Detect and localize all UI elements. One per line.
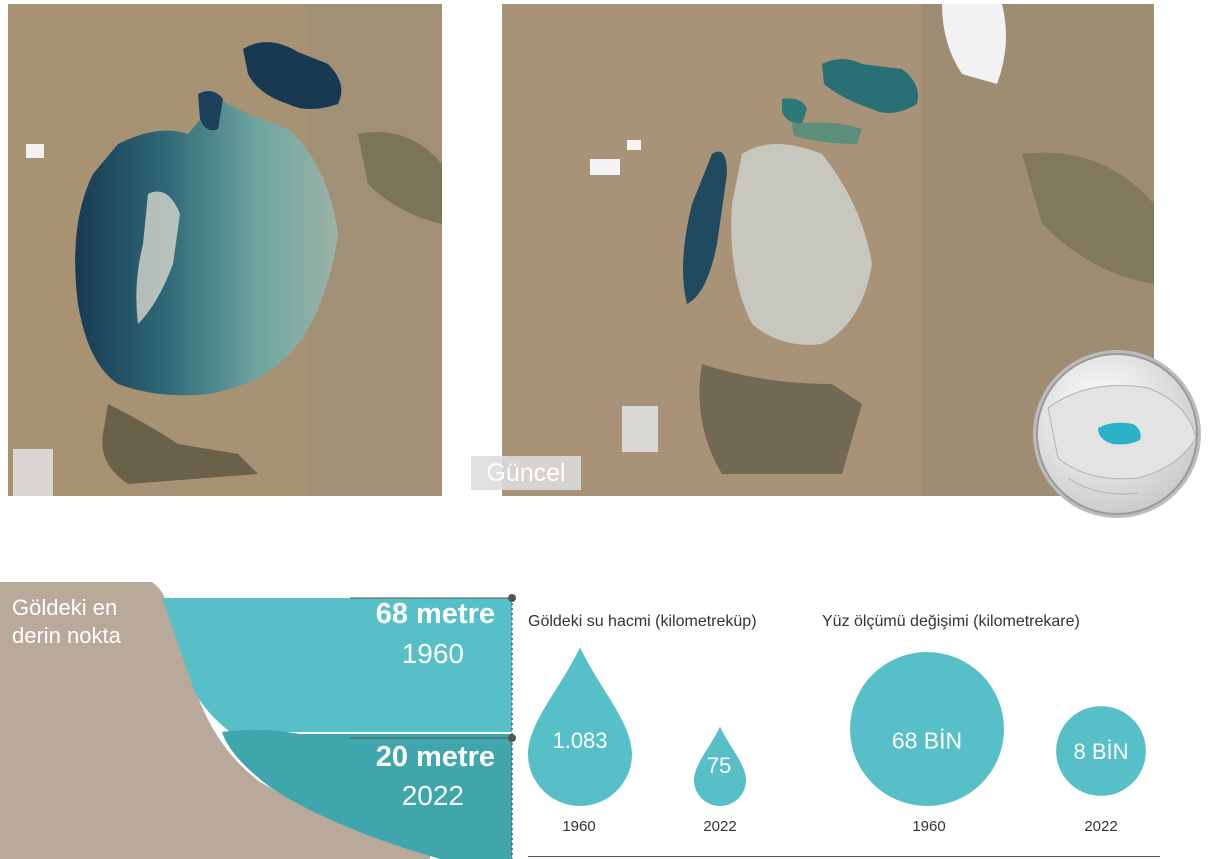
area-1960-year: 1960 xyxy=(912,818,946,835)
depth-year-1960: 1960 xyxy=(401,638,464,669)
volume-chart-title: Göldeki su hacmi (kilometreküp) xyxy=(528,613,757,630)
volume-1960-value: 1.083 xyxy=(552,728,608,753)
area-circle-1960 xyxy=(850,652,1004,806)
globe-locator-map xyxy=(1033,350,1201,518)
area-circle-2022 xyxy=(1056,706,1146,796)
lake-bed xyxy=(0,582,430,859)
area-1960-value: 68 BİN xyxy=(891,727,963,754)
volume-2022-value: 75 xyxy=(706,753,732,778)
water-level-2022 xyxy=(222,729,512,859)
depth-heading-line1: Göldeki en xyxy=(12,595,118,620)
volume-drop-1960 xyxy=(528,647,632,806)
depth-cross-section xyxy=(0,582,516,859)
volume-2022-year: 2022 xyxy=(703,818,737,835)
area-2022-year: 2022 xyxy=(1084,818,1118,835)
volume-1960-year: 1960 xyxy=(562,818,596,835)
depth-value-2022: 20 metre xyxy=(375,741,495,773)
chart-baseline xyxy=(528,856,1160,857)
volume-drop-2022 xyxy=(694,726,746,806)
depth-value-1960: 68 metre xyxy=(375,598,495,630)
depth-year-2022: 2022 xyxy=(401,780,464,811)
highlighted-country xyxy=(1098,422,1141,445)
area-2022-value: 8 BİN xyxy=(1073,739,1129,764)
water-level-1960 xyxy=(162,598,512,732)
depth-heading: Göldeki en derin nokta xyxy=(12,594,162,650)
current-photo-label: Güncel xyxy=(471,456,581,490)
satellite-photo-1960 xyxy=(8,4,442,496)
depth-heading-line2: derin nokta xyxy=(12,623,121,648)
area-chart-title: Yüz ölçümü değişimi (kilometrekare) xyxy=(822,613,1080,630)
